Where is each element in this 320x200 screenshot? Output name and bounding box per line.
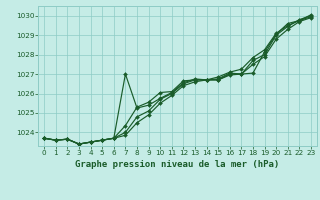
X-axis label: Graphe pression niveau de la mer (hPa): Graphe pression niveau de la mer (hPa) bbox=[76, 160, 280, 169]
